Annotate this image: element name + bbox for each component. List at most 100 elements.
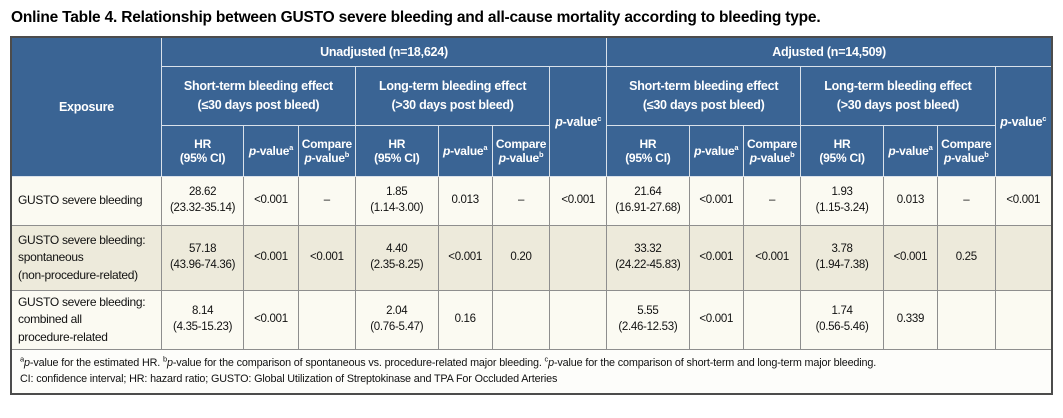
results-table: Exposure Unadjusted (n=18,624) Adjusted … [10,36,1053,396]
pvalue-cell: 0.013 [437,176,493,226]
hr-ci-cell: 2.04 (0.76-5.47) [355,290,439,350]
col-header-exposure: Exposure [10,36,162,177]
hr-value: 4.40 [386,243,408,256]
hr-ci-cell: 1.74 (0.56-5.46) [800,290,884,350]
exposure-cell: GUSTO severe bleeding [10,176,162,226]
sup-b: b [162,354,167,364]
table-row: GUSTO severe bleeding: spontaneous (non-… [10,225,1053,291]
subgroup-adjusted-long-term: Long-term bleeding effect (>30 days post… [800,66,996,126]
hr-ci-cell: 33.32 (24.22-45.83) [606,225,690,291]
p-italic: p [498,151,506,165]
header-row-columns: HR (95% CI) p-valuea Compare p-valueb HR (9… [11,125,1052,177]
subgroup-adjusted-short-term: Short-term bleeding effect (≤30 days pos… [606,66,802,126]
exposure-cell: GUSTO severe bleeding: spontaneous (non-… [10,225,162,291]
compare-label: Compare [495,137,547,151]
hr-label: HR [833,137,851,151]
hr-value: 1.74 [831,305,853,318]
value-suffix: -value [895,144,929,158]
pvalue-cell: <0.001 [688,176,744,226]
sup-c: c [597,113,602,123]
footnote-text: -value for the estimated HR. [29,357,163,369]
compare-pvalue-cell: – [742,176,802,226]
compare-pvalue-cell: – [297,176,357,226]
compare-pvalue-cell [742,290,802,350]
hr-ci-cell: 1.93 (1.15-3.24) [800,176,884,226]
page: Online Table 4. Relationship between GUS… [10,9,1053,396]
compare-pvalue: p-valueb [495,151,547,165]
col-header-pvalue-a: p-valuea [882,125,939,177]
p-italic: p [24,357,30,369]
col-header-pvalue-a: p-valuea [243,125,299,177]
exposure-cell: GUSTO severe bleeding: combined all proc… [10,290,162,350]
pvalue-cell: <0.001 [243,225,299,291]
sup-b: b [790,150,795,159]
ci-value: (16.91-27.68) [615,202,681,214]
subgroup-unadjusted-short-term: Short-term bleeding effect (≤30 days pos… [160,66,357,126]
table-body: GUSTO severe bleeding 28.62 (23.32-35.14)… [10,176,1053,395]
hr-ci-cell: 57.18 (43.96-74.36) [160,225,245,291]
p-italic: p [694,144,702,158]
subgroup-label: Short-term bleeding effect (≤30 days pos… [183,78,333,112]
hr-value: 57.18 [188,243,217,256]
compare-pvalue: p-valueb [301,151,353,165]
compare-pvalue-cell [297,290,357,350]
compare-pvalue-cell [491,290,551,350]
p-italic: p [1000,114,1008,129]
col-header-compare-pvalue-b: Compare p-valueb [297,125,357,177]
hr-value: 21.64 [634,186,662,199]
ci-label: (95% CI) [625,151,671,165]
col-header-pvalue-c-adjusted: p-valuec [994,66,1053,177]
hr-value: 33.32 [634,243,662,256]
compare-pvalue-cell [937,290,996,350]
hr-ci-cell: 8.14 (4.35-15.23) [160,290,245,350]
ci-value: (1.15-3.24) [815,202,869,214]
col-header-hr-ci: HR (95% CI) [160,125,245,177]
pvalue-cell: <0.001 [688,225,744,291]
value-suffix: -value [701,144,735,158]
pvalue-c-cell: <0.001 [549,176,608,226]
pvalue-c-cell [994,225,1053,291]
value-suffix: -value [951,151,985,165]
compare-label: Compare [941,137,992,151]
ci-value: (0.56-5.46) [815,321,869,333]
hr-ci-cell: 5.55 (2.46-12.53) [606,290,690,350]
p-italic: p [248,144,256,158]
ci-value: (0.76-5.47) [370,321,424,333]
sup-a: a [928,143,933,152]
sup-b: b [344,150,350,159]
p-italic: p [304,151,312,165]
compare-pvalue: p-valueb [940,151,992,165]
compare-pvalue: p-valueb [746,151,798,165]
value-suffix: -value [1007,114,1043,129]
hr-value: 1.93 [831,186,853,199]
compare-pvalue-cell: <0.001 [297,225,357,291]
hr-value: 1.85 [386,186,408,199]
header-row-subgroups: Short-term bleeding effect (≤30 days pos… [11,66,1053,177]
pvalue-cell: <0.001 [243,176,299,226]
value-suffix: -value [562,114,598,129]
pvalue-cell: <0.001 [243,290,299,350]
ci-label: (95% CI) [374,151,420,165]
subgroup-label: Long-term bleeding effect (>30 days post… [824,78,972,112]
col-header-hr-ci: HR (95% CI) [606,125,690,177]
ci-value: (2.46-12.53) [618,321,678,333]
ci-label: (95% CI) [819,151,865,165]
col-header-compare-pvalue-b: Compare p-valueb [937,125,996,177]
pvalue-cell: <0.001 [882,225,939,291]
value-suffix: -value [311,151,345,165]
sup-b: b [538,150,544,159]
compare-pvalue-cell: – [491,176,551,226]
table-row: GUSTO severe bleeding: combined all proc… [10,290,1053,350]
hr-value: 3.78 [831,243,853,256]
p-italic: p [443,144,451,158]
pvalue-cell: 0.339 [882,290,939,350]
hr-label: HR [194,137,211,151]
col-header-pvalue-a: p-valuea [437,125,493,177]
pvalue-c-cell [549,225,608,291]
value-suffix: -value [505,151,539,165]
p-italic: p [548,357,554,369]
ci-value: (1.94-7.38) [815,259,869,271]
sup-b: b [984,150,989,159]
col-header-hr-ci: HR (95% CI) [355,125,439,177]
group-header-unadjusted: Unadjusted (n=18,624) [160,36,608,67]
